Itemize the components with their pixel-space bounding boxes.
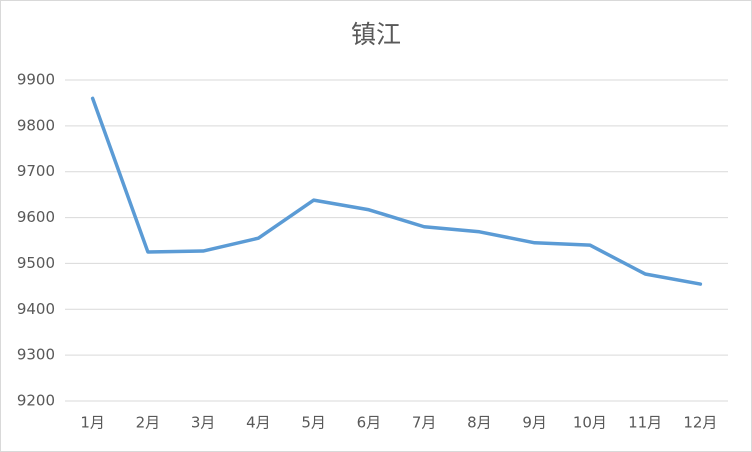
x-tick-label: 2月 bbox=[136, 414, 161, 432]
y-tick-label: 9800 bbox=[17, 116, 55, 134]
x-tick-label: 3月 bbox=[191, 414, 216, 432]
y-tick-label: 9400 bbox=[17, 300, 55, 318]
y-tick-label: 9300 bbox=[17, 346, 55, 364]
y-tick-label: 9600 bbox=[17, 208, 55, 226]
x-tick-label: 12月 bbox=[683, 414, 717, 432]
x-tick-label: 1月 bbox=[80, 414, 105, 432]
x-tick-label: 9月 bbox=[522, 414, 547, 432]
x-tick-label: 4月 bbox=[246, 414, 271, 432]
x-tick-label: 11月 bbox=[628, 414, 662, 432]
y-tick-label: 9500 bbox=[17, 254, 55, 272]
x-tick-label: 6月 bbox=[357, 414, 382, 432]
data-line bbox=[90, 96, 703, 286]
x-tick-label: 7月 bbox=[412, 414, 437, 432]
chart-title: 镇江 bbox=[351, 20, 401, 49]
y-tick-label: 9900 bbox=[17, 71, 55, 89]
y-tick-label: 9700 bbox=[17, 162, 55, 180]
x-tick-label: 8月 bbox=[467, 414, 492, 432]
x-tick-label: 10月 bbox=[573, 414, 607, 432]
x-tick-label: 5月 bbox=[301, 414, 326, 432]
y-tick-label: 9200 bbox=[17, 392, 55, 410]
